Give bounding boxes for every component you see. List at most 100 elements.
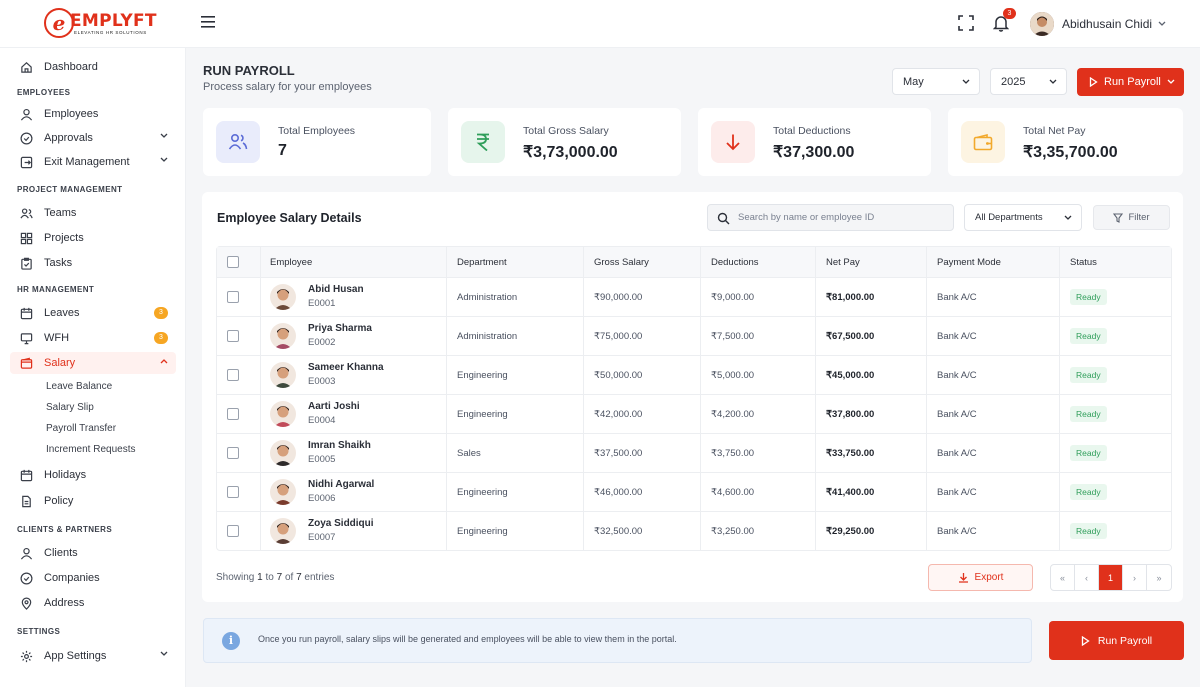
- row-checkbox[interactable]: [227, 447, 239, 459]
- sidebar-section-settings: SETTINGS: [17, 627, 61, 636]
- page-1-button[interactable]: 1: [1099, 565, 1123, 590]
- cell-net: ₹67,500.00: [826, 330, 875, 342]
- department-select[interactable]: All Departments: [964, 204, 1082, 231]
- table-row[interactable]: Zoya Siddiqui E0007 Engineering ₹32,500.00 ₹…: [217, 511, 1171, 550]
- stat-label: Total Net Pay: [1023, 125, 1086, 137]
- search-box[interactable]: [707, 204, 954, 231]
- info-text: Once you run payroll, salary slips will …: [258, 634, 677, 644]
- last-page-button[interactable]: »: [1156, 572, 1162, 583]
- calendar-icon: [20, 307, 33, 319]
- row-checkbox[interactable]: [227, 525, 239, 537]
- sidebar-item-approvals[interactable]: Approvals: [10, 127, 176, 149]
- year-select[interactable]: 2025: [990, 68, 1067, 95]
- employee-name: Abid Husan: [308, 284, 364, 295]
- check-circle-icon: [20, 572, 33, 584]
- menu-toggle-icon[interactable]: [201, 16, 215, 28]
- sidebar-item-dashboard[interactable]: Dashboard: [10, 56, 176, 78]
- sidebar-item-wfh[interactable]: WFH 3: [10, 327, 176, 349]
- row-checkbox[interactable]: [227, 408, 239, 420]
- cell-deductions: ₹4,200.00: [711, 408, 755, 420]
- sidebar-item-holidays[interactable]: Holidays: [10, 464, 176, 486]
- filter-button[interactable]: Filter: [1093, 205, 1170, 230]
- search-input[interactable]: [738, 205, 948, 230]
- table-row[interactable]: Priya Sharma E0002 Administration ₹75,000.0…: [217, 316, 1171, 355]
- sidebar-item-label: Projects: [44, 232, 84, 244]
- column-header-payment-mode[interactable]: Payment Mode: [937, 256, 1001, 268]
- employee-name: Nidhi Agarwal: [308, 479, 375, 490]
- export-button[interactable]: Export: [928, 564, 1033, 591]
- row-checkbox[interactable]: [227, 330, 239, 342]
- fullscreen-icon[interactable]: [958, 15, 974, 31]
- play-icon: [1089, 77, 1098, 87]
- sidebar-item-label: Address: [44, 597, 85, 609]
- chevron-down-icon: [1064, 215, 1072, 220]
- table-row[interactable]: Nidhi Agarwal E0006 Engineering ₹46,000.00 ₹…: [217, 472, 1171, 511]
- sidebar-item-app-settings[interactable]: App Settings: [10, 645, 176, 667]
- sidebar-item-salary[interactable]: Salary: [10, 352, 176, 374]
- sidebar-subitem-leave-balance[interactable]: Leave Balance: [46, 381, 113, 392]
- sidebar-item-companies[interactable]: Companies: [10, 567, 176, 589]
- row-checkbox[interactable]: [227, 291, 239, 303]
- sidebar-item-projects[interactable]: Projects: [10, 227, 176, 249]
- table-row[interactable]: Sameer Khanna E0003 Engineering ₹50,000.00 ₹…: [217, 355, 1171, 394]
- row-checkbox[interactable]: [227, 486, 239, 498]
- cell-gross: ₹42,000.00: [594, 408, 643, 420]
- row-checkbox[interactable]: [227, 369, 239, 381]
- gear-icon: [20, 650, 33, 662]
- sidebar-item-tasks[interactable]: Tasks: [10, 252, 176, 274]
- table-row[interactable]: Imran Shaikh E0005 Sales ₹37,500.00 ₹3,750.0…: [217, 433, 1171, 472]
- column-header-gross-salary[interactable]: Gross Salary: [594, 256, 649, 268]
- status-badge: Ready: [1070, 289, 1107, 305]
- sidebar-subitem-payroll-transfer[interactable]: Payroll Transfer: [46, 423, 117, 434]
- table-row[interactable]: Abid Husan E0001 Administration ₹90,000.00 ₹…: [217, 277, 1171, 316]
- first-page-button[interactable]: «: [1051, 565, 1075, 590]
- column-header-department[interactable]: Department: [457, 256, 507, 268]
- column-header-status[interactable]: Status: [1070, 256, 1097, 268]
- sidebar-item-clients[interactable]: Clients: [10, 542, 176, 564]
- sidebar-item-label: Tasks: [44, 257, 73, 269]
- sidebar-item-address[interactable]: Address: [10, 592, 176, 614]
- chevron-down-icon: [160, 651, 168, 656]
- table-row[interactable]: Aarti Joshi E0004 Engineering ₹42,000.00 ₹4,…: [217, 394, 1171, 433]
- brand-logo[interactable]: e EMPLYFT ELEVATING HR SOLUTIONS: [44, 8, 157, 38]
- chevron-up-icon: [160, 359, 168, 364]
- next-page-button[interactable]: ›: [1123, 565, 1147, 590]
- column-header-net-pay[interactable]: Net Pay: [826, 256, 860, 268]
- sidebar-item-exit-management[interactable]: Exit Management: [10, 151, 176, 173]
- employee-avatar: [270, 440, 296, 466]
- sidebar-item-leaves[interactable]: Leaves 3: [10, 302, 176, 324]
- run-payroll-bottom-button[interactable]: Run Payroll: [1049, 621, 1184, 660]
- sidebar-item-teams[interactable]: Teams: [10, 202, 176, 224]
- sidebar-subitem-salary-slip[interactable]: Salary Slip: [46, 402, 94, 413]
- sidebar-item-employees[interactable]: Employees: [10, 103, 176, 125]
- sidebar-item-label: Companies: [44, 572, 100, 584]
- sidebar-item-label: Leaves: [44, 307, 80, 319]
- cell-mode: Bank A/C: [937, 447, 977, 459]
- cell-mode: Bank A/C: [937, 486, 977, 498]
- employee-avatar: [270, 323, 296, 349]
- cell-deductions: ₹4,600.00: [711, 486, 755, 498]
- cell-department: Engineering: [457, 369, 508, 381]
- column-header-deductions[interactable]: Deductions: [711, 256, 759, 268]
- notification-bell-icon[interactable]: [993, 14, 1009, 32]
- info-banner: i Once you run payroll, salary slips wil…: [203, 618, 1032, 663]
- team-icon: [216, 121, 260, 163]
- cell-department: Engineering: [457, 486, 508, 498]
- run-payroll-button[interactable]: Run Payroll: [1077, 68, 1184, 96]
- cell-deductions: ₹7,500.00: [711, 330, 755, 342]
- select-all-checkbox[interactable]: [227, 256, 239, 268]
- prev-page-button[interactable]: ‹: [1075, 565, 1099, 590]
- user-menu[interactable]: Abidhusain Chidi: [1030, 12, 1166, 36]
- employee-avatar: [270, 284, 296, 310]
- chevron-down-icon: [1167, 79, 1175, 84]
- cell-deductions: ₹3,250.00: [711, 525, 755, 537]
- cell-mode: Bank A/C: [937, 408, 977, 420]
- column-header-employee[interactable]: Employee: [270, 256, 313, 268]
- sidebar-item-policy[interactable]: Policy: [10, 490, 176, 512]
- sidebar-subitem-increment-requests[interactable]: Increment Requests: [46, 444, 136, 455]
- sidebar-section-hr-management: HR MANAGEMENT: [17, 285, 95, 294]
- user-avatar: [1030, 12, 1054, 36]
- employee-avatar: [270, 518, 296, 544]
- wallet-icon: [20, 357, 33, 369]
- month-select[interactable]: May: [892, 68, 980, 95]
